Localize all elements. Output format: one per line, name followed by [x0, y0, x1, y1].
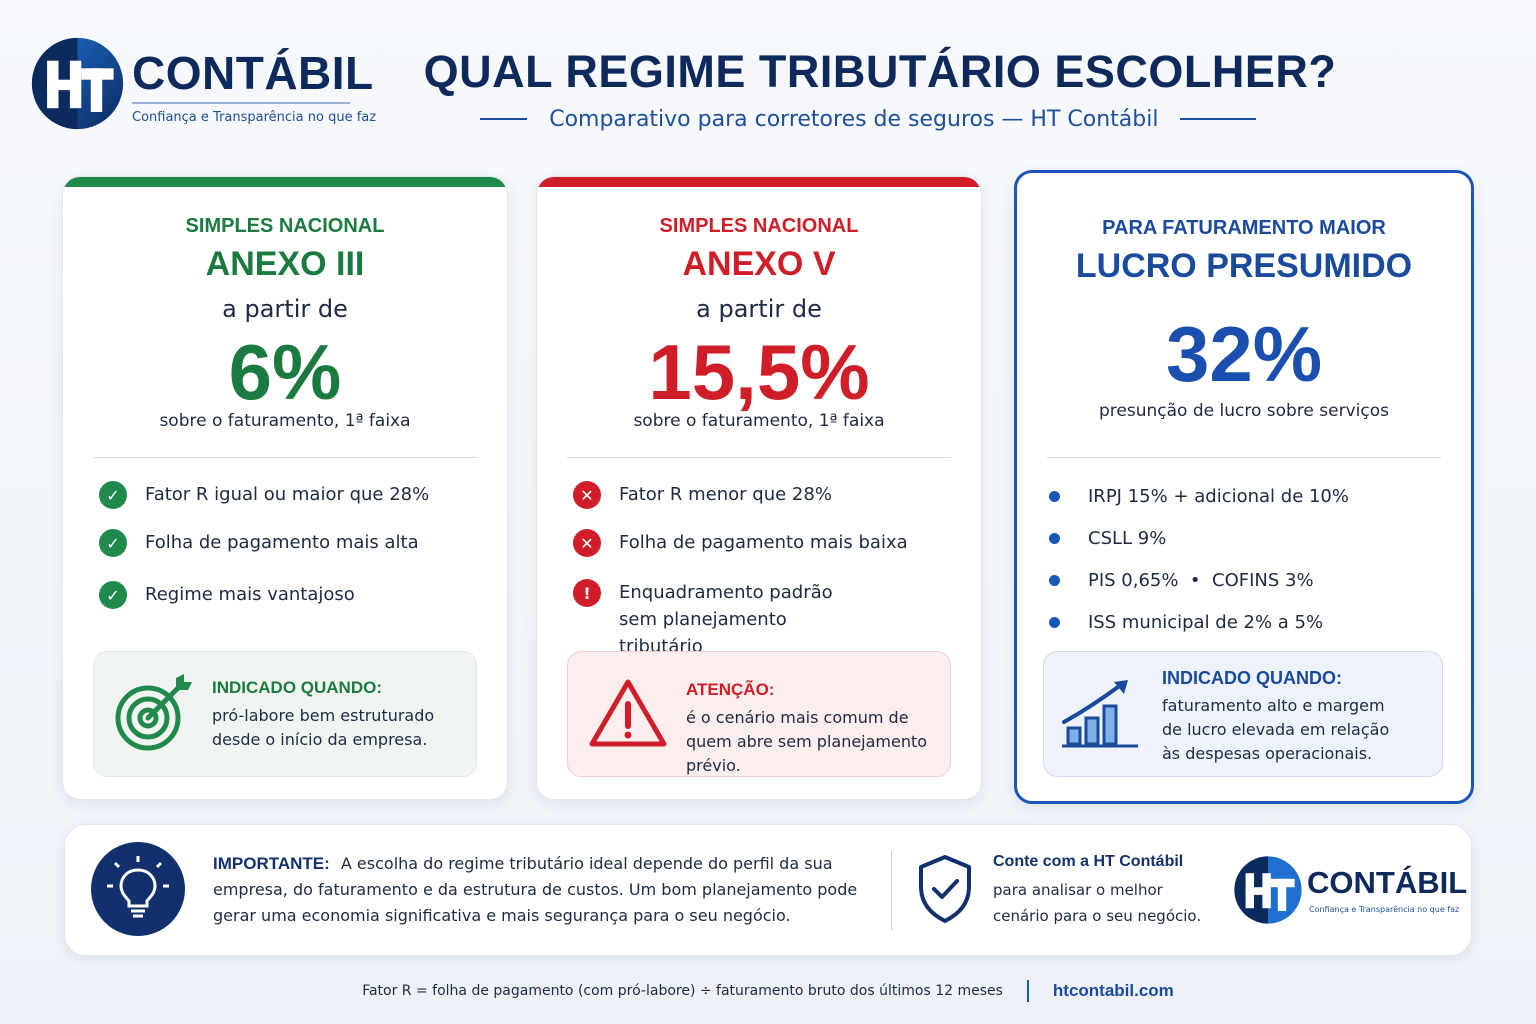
- card-divider: [93, 457, 477, 458]
- bullet-icon: [1049, 575, 1060, 586]
- brand-logo: CONTÁBIL Confiança e Transparência no qu…: [30, 36, 400, 136]
- footer-note: Fator R = folha de pagamento (com pró-la…: [362, 983, 1003, 999]
- card-name: ANEXO V: [682, 245, 836, 283]
- band-divider: [891, 851, 892, 931]
- list-item-text: Folha de pagamento mais alta: [145, 532, 419, 553]
- card-from-label: a partir de: [222, 295, 348, 323]
- x-icon: ✕: [573, 529, 601, 557]
- important-band: IMPORTANTE: A escolha do regime tributár…: [64, 824, 1472, 956]
- card-feature-list: IRPJ 15% + adicional de 10% CSLL 9% PIS …: [1041, 483, 1447, 636]
- ht-logo-icon: [1234, 856, 1302, 924]
- list-item-text: Enquadramento padrão sem planejamento tr…: [619, 582, 833, 657]
- brand-name: CONTÁBIL: [132, 47, 374, 99]
- list-item-text: ISS municipal de 2% a 5%: [1088, 612, 1324, 633]
- card-top-bar: [63, 177, 507, 187]
- list-item: IRPJ 15% + adicional de 10%: [1041, 483, 1447, 510]
- list-item: ✕ Fator R menor que 28%: [573, 481, 957, 509]
- card-note: presunção de lucro sobre serviços: [1099, 401, 1389, 421]
- card-lucro-presumido: PARA FATURAMENTO MAIOR LUCRO PRESUMIDO 3…: [1014, 170, 1474, 804]
- footer: Fator R = folha de pagamento (com pró-la…: [0, 980, 1536, 1002]
- list-item: ✕ Folha de pagamento mais baixa: [573, 529, 957, 557]
- list-item: CSLL 9%: [1041, 525, 1447, 552]
- card-name: LUCRO PRESUMIDO: [1075, 247, 1413, 285]
- list-item-text: IRPJ 15% + adicional de 10%: [1088, 486, 1349, 507]
- exclamation-icon: !: [573, 579, 601, 607]
- page-subtitle: Comparativo para corretores de seguros —…: [549, 106, 1159, 132]
- box-title: ATENÇÃO:: [686, 680, 775, 699]
- important-body: A escolha do regime tributário ideal dep…: [213, 854, 858, 925]
- list-item-text: Folha de pagamento mais baixa: [619, 532, 908, 553]
- bullet-icon: [1049, 533, 1060, 544]
- important-text: IMPORTANTE: A escolha do regime tributár…: [213, 851, 873, 929]
- brand-tagline-small: Confiança e Transparência no que faz: [1309, 905, 1460, 914]
- page-title: QUAL REGIME TRIBUTÁRIO ESCOLHER?: [423, 46, 1337, 97]
- subtitle-line-left: [480, 118, 528, 120]
- cta-text: para analisar o melhor cenário para o se…: [993, 881, 1202, 925]
- list-item-text: Fator R menor que 28%: [619, 484, 832, 505]
- check-icon: ✓: [99, 481, 127, 509]
- card-name: ANEXO III: [205, 245, 365, 283]
- list-item-text: Regime mais vantajoso: [145, 584, 355, 605]
- card-note: sobre o faturamento, 1ª faixa: [633, 411, 885, 431]
- card-kicker: SIMPLES NACIONAL: [185, 215, 385, 237]
- box-title: INDICADO QUANDO:: [1162, 668, 1342, 688]
- website-link[interactable]: htcontabil.com: [1052, 981, 1174, 1000]
- check-icon: ✓: [99, 529, 127, 557]
- shield-check-icon: [919, 855, 971, 923]
- card-rate: 6%: [228, 328, 342, 416]
- card-anexo-v: SIMPLES NACIONAL ANEXO V a partir de 15,…: [536, 176, 982, 800]
- cta-title: Conte com a HT Contábil: [993, 853, 1184, 870]
- card-kicker: PARA FATURAMENTO MAIOR: [1102, 217, 1386, 239]
- card-top-bar: [537, 177, 981, 187]
- target-icon: [115, 674, 192, 751]
- list-item: ✓ Fator R igual ou maior que 28%: [99, 481, 483, 509]
- box-title: INDICADO QUANDO:: [212, 678, 382, 697]
- growth-chart-icon: [1062, 680, 1138, 748]
- card-anexo-iii: SIMPLES NACIONAL ANEXO III a partir de 6…: [62, 176, 508, 800]
- box-text: pró-labore bem estruturado desde o iníci…: [212, 706, 435, 749]
- list-item: ✓ Folha de pagamento mais alta: [99, 529, 483, 557]
- brand-rule: [132, 102, 350, 104]
- lightbulb-icon: [91, 842, 185, 936]
- brand-logo-small: CONTÁBIL Confiança e Transparência no qu…: [1233, 855, 1473, 927]
- important-label: IMPORTANTE:: [213, 854, 330, 873]
- list-item: PIS 0,65% • COFINS 3%: [1041, 567, 1447, 594]
- recommendation-box: INDICADO QUANDO: faturamento alto e marg…: [1043, 651, 1443, 777]
- recommendation-box: INDICADO QUANDO: pró-labore bem estrutur…: [93, 651, 477, 777]
- card-rate: 15,5%: [648, 328, 870, 416]
- list-item-text: PIS 0,65% • COFINS 3%: [1088, 570, 1314, 591]
- list-item-text: Fator R igual ou maior que 28%: [145, 484, 430, 505]
- footer-separator: [1026, 980, 1029, 1002]
- card-divider: [567, 457, 951, 458]
- list-item-text: CSLL 9%: [1088, 528, 1167, 549]
- list-item: ! Enquadramento padrão sem planejamento …: [573, 579, 957, 660]
- card-feature-list: ✕ Fator R menor que 28% ✕ Folha de pagam…: [573, 481, 957, 660]
- x-icon: ✕: [573, 481, 601, 509]
- list-item: ✓ Regime mais vantajoso: [99, 581, 483, 609]
- box-text: é o cenário mais comum de quem abre sem …: [686, 708, 928, 775]
- warning-icon: [589, 679, 667, 747]
- ht-logo-icon: [31, 37, 124, 130]
- card-feature-list: ✓ Fator R igual ou maior que 28% ✓ Folha…: [99, 481, 483, 609]
- card-from-label: a partir de: [696, 295, 822, 323]
- bullet-icon: [1049, 617, 1060, 628]
- card-kicker: SIMPLES NACIONAL: [659, 215, 859, 237]
- box-text: faturamento alto e margem de lucro eleva…: [1162, 696, 1390, 763]
- card-rate: 32%: [1165, 310, 1323, 398]
- subtitle-line-right: [1180, 118, 1256, 120]
- card-note: sobre o faturamento, 1ª faixa: [159, 411, 411, 431]
- list-item: ISS municipal de 2% a 5%: [1041, 609, 1447, 636]
- brand-tagline: Confiança e Transparência no que faz: [132, 110, 377, 125]
- brand-name-small: CONTÁBIL: [1307, 865, 1468, 900]
- card-divider: [1047, 457, 1441, 458]
- subtitle-row: Comparativo para corretores de seguros —…: [480, 104, 1256, 134]
- bullet-icon: [1049, 491, 1060, 502]
- check-icon: ✓: [99, 581, 127, 609]
- warning-box: ATENÇÃO: é o cenário mais comum de quem …: [567, 651, 951, 777]
